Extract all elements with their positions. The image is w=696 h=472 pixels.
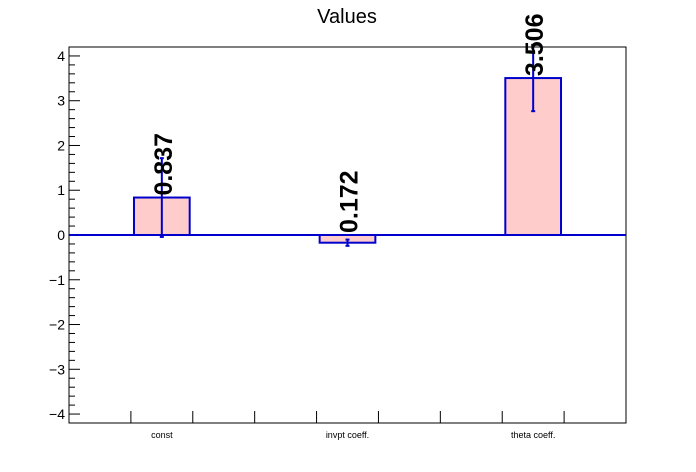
y-tick-label: 4 xyxy=(57,48,65,64)
x-tick-label: const xyxy=(151,430,173,440)
data-label: 3.506 xyxy=(521,14,549,77)
x-tick-label: theta coeff. xyxy=(511,430,555,440)
y-tick-label: 0 xyxy=(57,227,65,243)
y-tick-label: 1 xyxy=(57,182,65,198)
y-tick-label: −4 xyxy=(49,406,65,422)
y-tick-label: 3 xyxy=(57,93,65,109)
data-label: 0.172 xyxy=(336,170,364,233)
y-axis: −4 −3 −2 −1 0 1 2 3 4 xyxy=(49,48,80,422)
bars xyxy=(69,43,626,247)
chart-title: Values xyxy=(317,6,377,28)
data-labels: 0.837 0.172 3.506 xyxy=(150,14,549,233)
data-label: 0.837 xyxy=(150,133,178,196)
y-tick-label: −2 xyxy=(49,317,65,333)
x-tick-label: invpt coeff. xyxy=(326,430,369,440)
y-tick-label: −3 xyxy=(49,361,65,377)
y-tick-label: −1 xyxy=(49,272,65,288)
y-tick-label: 2 xyxy=(57,137,65,153)
x-axis: const invpt coeff. theta coeff. xyxy=(130,411,627,440)
